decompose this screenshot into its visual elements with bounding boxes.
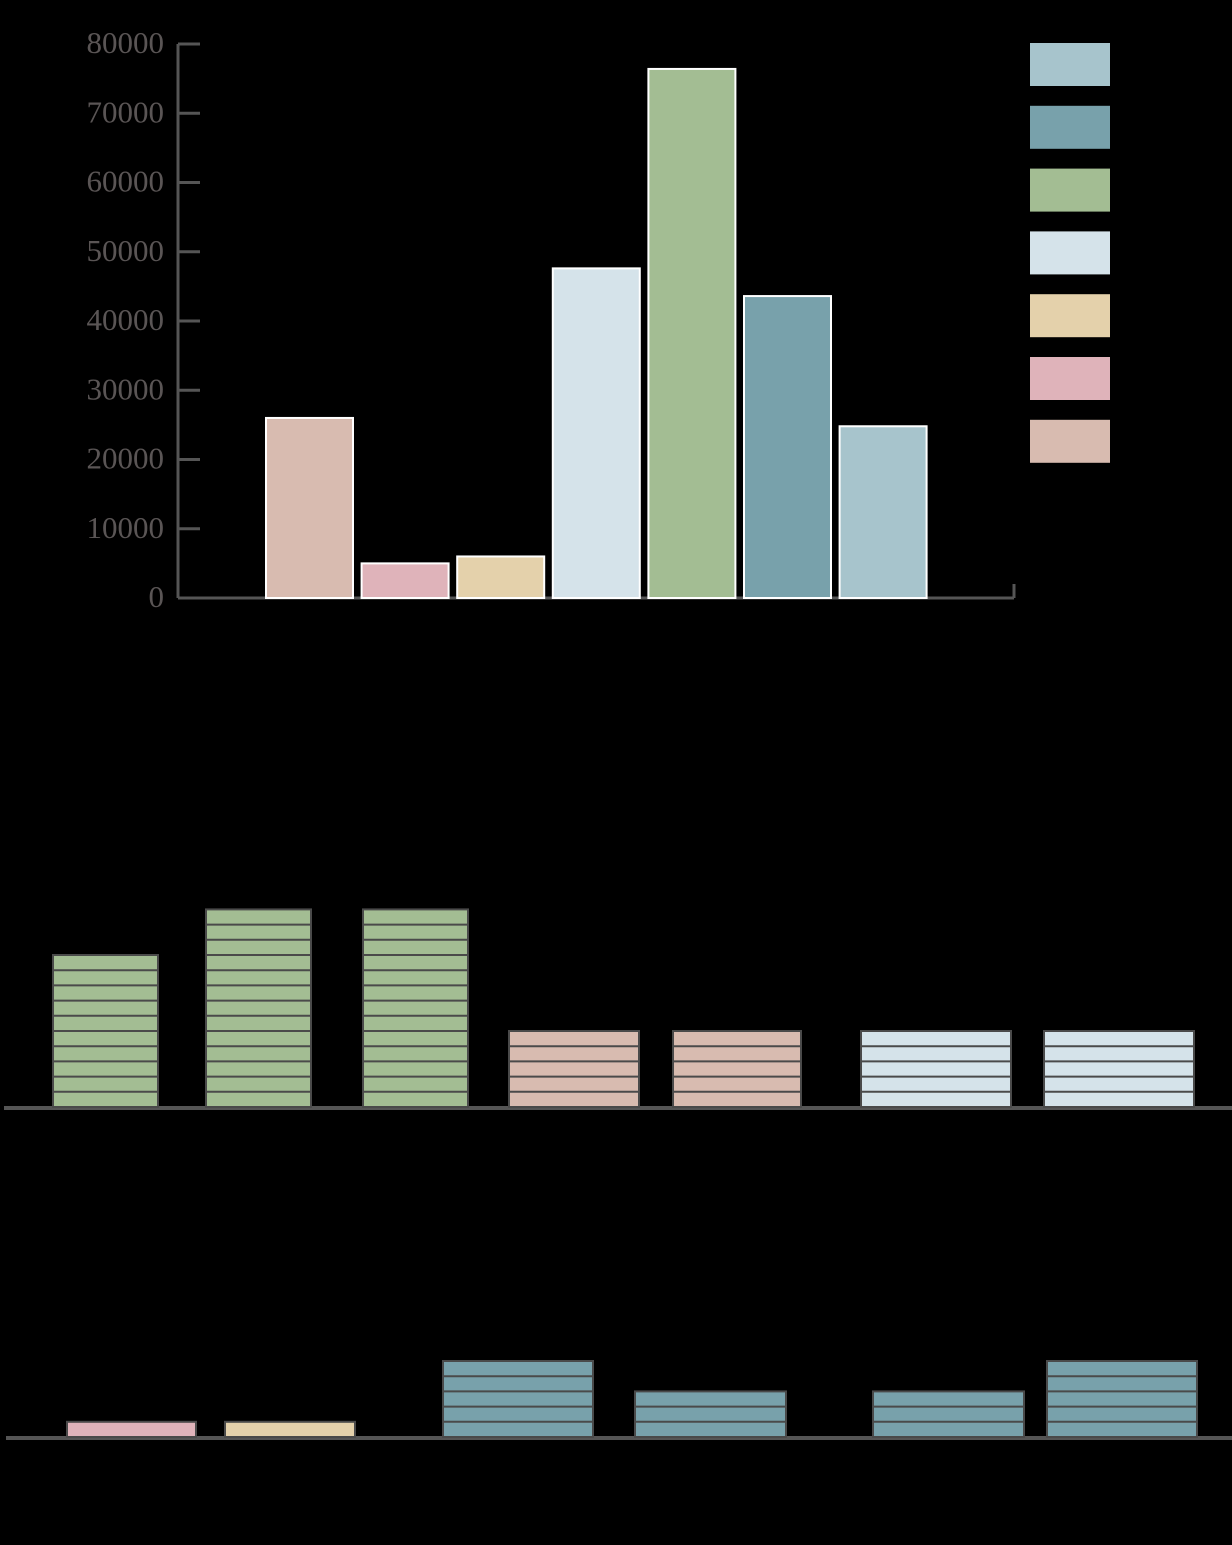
pictogram-bar xyxy=(205,908,312,1109)
legend-swatch xyxy=(1030,357,1110,400)
pictogram-bar xyxy=(672,1030,802,1108)
pictogram-bar xyxy=(872,1390,1025,1439)
y-tick-label: 60000 xyxy=(87,164,165,199)
pictogram-bar xyxy=(1043,1030,1195,1108)
y-tick-label: 30000 xyxy=(87,371,165,406)
bar xyxy=(360,562,450,599)
y-tick-label: 80000 xyxy=(87,25,165,60)
y-tick-label: 70000 xyxy=(87,94,165,129)
y-tick-label: 50000 xyxy=(87,233,165,268)
y-tick-label: 0 xyxy=(149,579,165,614)
bar xyxy=(456,555,546,600)
bar xyxy=(647,67,737,600)
bar xyxy=(551,267,641,599)
y-tick-label: 20000 xyxy=(87,441,165,476)
bar xyxy=(838,425,928,600)
legend-swatch xyxy=(1030,419,1110,463)
legend-swatch xyxy=(1030,231,1110,275)
pictogram-bar xyxy=(1046,1360,1198,1438)
pictogram-bar xyxy=(860,1030,1012,1108)
legend-swatch xyxy=(1030,294,1110,338)
bar xyxy=(743,295,832,599)
pictogram-bar xyxy=(362,908,469,1109)
pictogram-bar xyxy=(224,1420,356,1439)
pictogram-bar xyxy=(442,1360,594,1438)
legend-swatch xyxy=(1030,43,1110,86)
legend-swatch xyxy=(1030,168,1110,212)
pictogram-bar xyxy=(634,1390,787,1439)
y-tick-label: 10000 xyxy=(87,510,165,545)
pictogram-bar xyxy=(508,1030,640,1108)
bar xyxy=(265,416,354,600)
legend-swatch xyxy=(1030,105,1110,149)
pictogram-bar xyxy=(66,1420,197,1439)
y-tick-label: 40000 xyxy=(87,302,165,337)
